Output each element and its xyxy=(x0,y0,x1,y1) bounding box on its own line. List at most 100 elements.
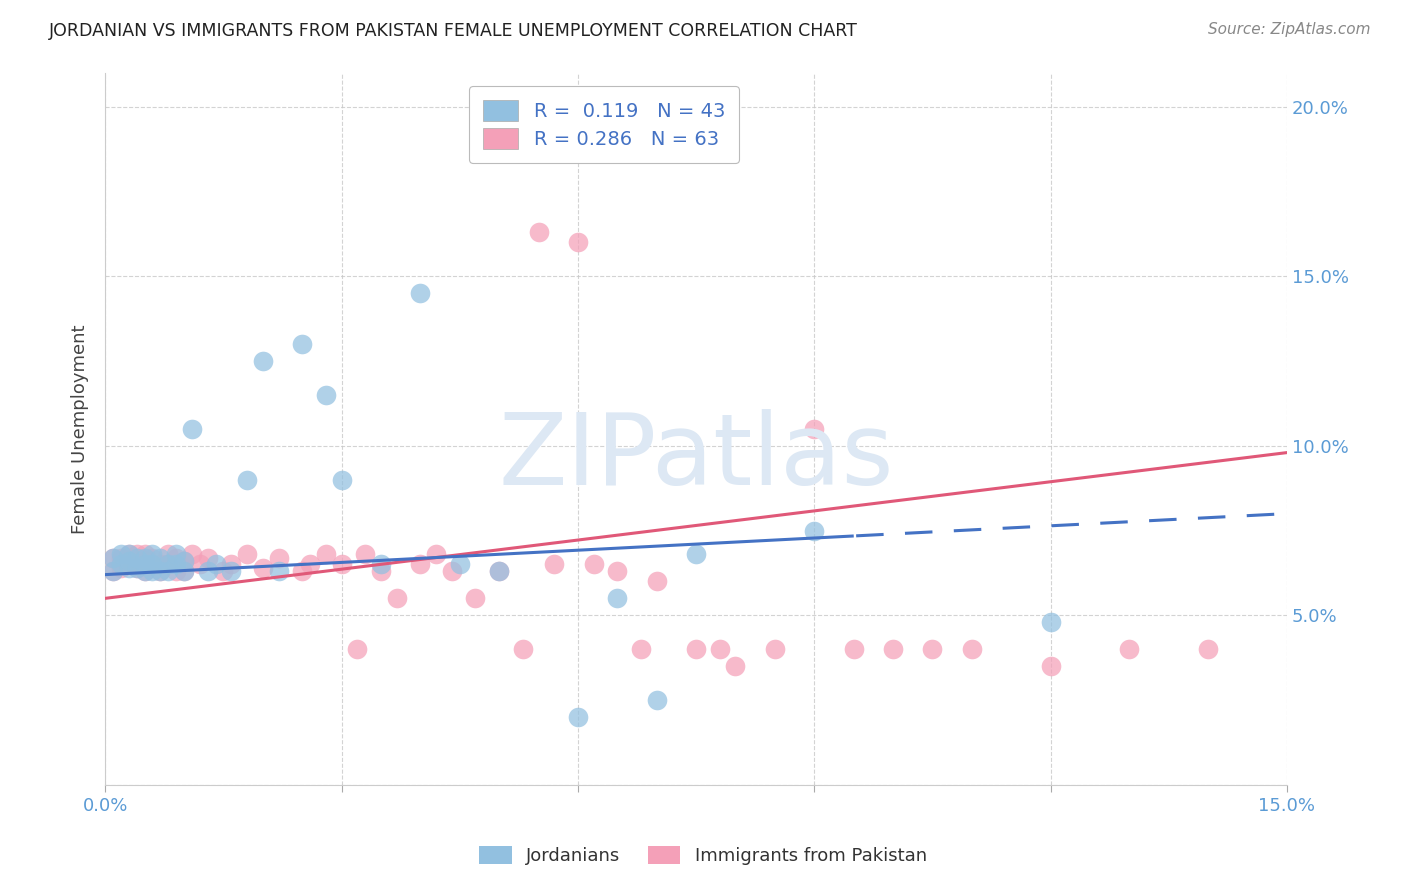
Point xyxy=(149,550,172,565)
Point xyxy=(1118,642,1140,657)
Point xyxy=(291,564,314,578)
Point xyxy=(165,550,187,565)
Point xyxy=(409,558,432,572)
Point xyxy=(212,564,235,578)
Point xyxy=(803,524,825,538)
Point xyxy=(252,561,274,575)
Point xyxy=(165,547,187,561)
Point xyxy=(1197,642,1219,657)
Point xyxy=(204,558,226,572)
Point xyxy=(960,642,983,657)
Point xyxy=(543,558,565,572)
Point xyxy=(197,550,219,565)
Text: ZIPatlas: ZIPatlas xyxy=(498,409,894,506)
Point xyxy=(134,564,156,578)
Point xyxy=(882,642,904,657)
Point xyxy=(219,558,242,572)
Point xyxy=(101,564,124,578)
Point xyxy=(134,564,156,578)
Point xyxy=(315,547,337,561)
Point xyxy=(134,550,156,565)
Point xyxy=(330,473,353,487)
Point xyxy=(606,564,628,578)
Point xyxy=(165,558,187,572)
Text: JORDANIAN VS IMMIGRANTS FROM PAKISTAN FEMALE UNEMPLOYMENT CORRELATION CHART: JORDANIAN VS IMMIGRANTS FROM PAKISTAN FE… xyxy=(49,22,858,40)
Point xyxy=(763,642,786,657)
Point xyxy=(567,710,589,724)
Point xyxy=(157,564,180,578)
Point xyxy=(330,558,353,572)
Point xyxy=(409,286,432,301)
Point xyxy=(157,558,180,572)
Point xyxy=(173,554,195,568)
Point xyxy=(134,554,156,568)
Point xyxy=(118,561,141,575)
Point xyxy=(149,564,172,578)
Point xyxy=(118,554,141,568)
Point xyxy=(141,547,163,561)
Point xyxy=(630,642,652,657)
Point xyxy=(488,564,510,578)
Point xyxy=(803,422,825,436)
Point xyxy=(685,642,707,657)
Point xyxy=(236,473,259,487)
Point xyxy=(842,642,865,657)
Point xyxy=(157,558,180,572)
Point xyxy=(101,550,124,565)
Point xyxy=(165,564,187,578)
Point xyxy=(149,564,172,578)
Point xyxy=(110,558,132,572)
Point xyxy=(346,642,368,657)
Point xyxy=(134,547,156,561)
Point xyxy=(180,547,202,561)
Point xyxy=(606,591,628,606)
Point xyxy=(291,337,314,351)
Point xyxy=(118,558,141,572)
Point xyxy=(315,388,337,402)
Point xyxy=(134,558,156,572)
Point xyxy=(141,558,163,572)
Point xyxy=(385,591,408,606)
Point xyxy=(110,561,132,575)
Point xyxy=(118,547,141,561)
Point xyxy=(527,225,550,239)
Point xyxy=(141,550,163,565)
Point xyxy=(149,558,172,572)
Point xyxy=(110,547,132,561)
Point xyxy=(645,574,668,589)
Point xyxy=(141,558,163,572)
Point xyxy=(110,550,132,565)
Point xyxy=(236,547,259,561)
Y-axis label: Female Unemployment: Female Unemployment xyxy=(72,324,89,533)
Point xyxy=(685,547,707,561)
Point xyxy=(724,659,747,673)
Point xyxy=(921,642,943,657)
Point xyxy=(252,354,274,368)
Legend: R =  0.119   N = 43, R = 0.286   N = 63: R = 0.119 N = 43, R = 0.286 N = 63 xyxy=(470,87,738,162)
Point xyxy=(125,561,148,575)
Point xyxy=(180,422,202,436)
Point xyxy=(354,547,377,561)
Point xyxy=(1039,615,1062,629)
Point xyxy=(567,235,589,250)
Point xyxy=(101,564,124,578)
Point xyxy=(173,564,195,578)
Point xyxy=(125,547,148,561)
Point xyxy=(645,693,668,707)
Point xyxy=(709,642,731,657)
Point xyxy=(173,554,195,568)
Point xyxy=(188,558,211,572)
Point xyxy=(449,558,471,572)
Point xyxy=(157,547,180,561)
Text: Source: ZipAtlas.com: Source: ZipAtlas.com xyxy=(1208,22,1371,37)
Point xyxy=(1039,659,1062,673)
Point xyxy=(370,564,392,578)
Point xyxy=(125,550,148,565)
Point xyxy=(118,547,141,561)
Legend: Jordanians, Immigrants from Pakistan: Jordanians, Immigrants from Pakistan xyxy=(472,838,934,872)
Point xyxy=(219,564,242,578)
Point xyxy=(488,564,510,578)
Point xyxy=(125,561,148,575)
Point xyxy=(267,550,290,565)
Point xyxy=(173,564,195,578)
